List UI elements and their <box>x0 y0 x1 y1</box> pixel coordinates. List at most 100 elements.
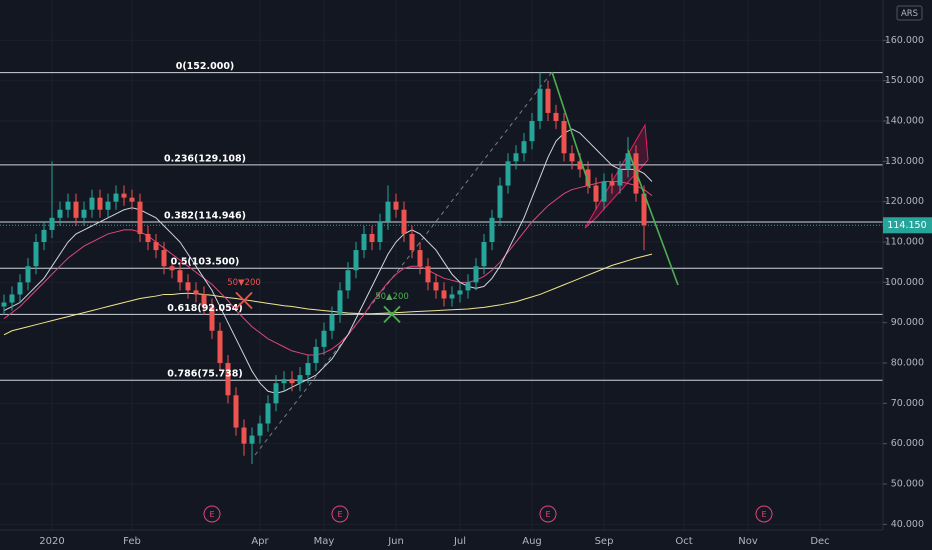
candle-body <box>561 121 567 154</box>
y-tick-label: 70.000 <box>891 398 924 409</box>
earnings-label: E <box>209 510 214 519</box>
earnings-label: E <box>337 510 342 519</box>
candle-body <box>241 427 247 444</box>
earnings-icon <box>755 505 773 523</box>
x-tick-label: Feb <box>123 536 141 547</box>
candle-body <box>577 161 583 170</box>
candle-body <box>553 112 559 122</box>
candle-body <box>473 266 479 283</box>
candle-body <box>305 363 311 376</box>
trend-line <box>627 149 679 286</box>
fib-label: 0(152.000) <box>176 61 235 72</box>
candle-body <box>593 185 599 202</box>
candle-body <box>129 197 135 202</box>
x-tick-label: Jul <box>453 536 466 547</box>
candle-body <box>89 197 95 210</box>
candle-body <box>169 266 175 271</box>
candle-body <box>537 88 543 122</box>
candle-body <box>25 266 31 283</box>
y-tick-label: 40.000 <box>891 519 924 530</box>
fib-trend-line <box>254 71 553 456</box>
cross-marker <box>383 305 401 324</box>
candle-body <box>249 435 255 444</box>
x-tick-label: Aug <box>522 536 542 547</box>
candle-body <box>369 233 375 243</box>
candle-body <box>345 270 351 291</box>
candle-body <box>377 221 383 243</box>
axis-labels: 40.000 50.000 60.000 70.000 80.000 90.000 100.… <box>39 35 932 547</box>
candle-body <box>177 270 183 283</box>
fib-label: 0.786(75.738) <box>167 369 242 380</box>
candle-body <box>257 423 263 436</box>
fib-label: 0.5(103.500) <box>171 257 240 268</box>
candle-body <box>65 201 71 210</box>
candle-body <box>489 217 495 243</box>
candle-body <box>17 282 23 295</box>
candle-body <box>265 403 271 424</box>
candle-body <box>97 197 103 210</box>
candle-body <box>545 88 551 113</box>
candle-body <box>145 233 151 243</box>
candle-body <box>641 193 647 226</box>
cross-label: 50▲200 <box>375 292 409 302</box>
candle-body <box>353 250 359 271</box>
candle-body <box>105 201 111 210</box>
candle-body <box>465 282 471 291</box>
candle-body <box>113 193 119 202</box>
x-tick-label: Jun <box>387 536 404 547</box>
candle-body <box>289 379 295 384</box>
cross-marker <box>235 291 253 310</box>
candle-body <box>201 294 207 307</box>
earnings-icon <box>203 505 221 523</box>
cross-label: 50▼200 <box>227 278 261 288</box>
x-tick-label: Apr <box>251 536 269 547</box>
currency: ARS <box>901 9 918 19</box>
candle-body <box>153 242 159 251</box>
candle-body <box>417 250 423 267</box>
last-price-box <box>883 217 932 234</box>
candle-body <box>297 375 303 384</box>
earnings-label: E <box>761 510 766 519</box>
candle-body <box>49 217 55 230</box>
candle-body <box>185 282 191 291</box>
candle-body <box>321 330 327 347</box>
y-tick-label: 140.000 <box>885 116 924 127</box>
fib-label: 0.618(92.054) <box>167 303 242 314</box>
candle-body <box>217 330 223 364</box>
last-price-label: 114.150 <box>887 220 926 231</box>
candle-body <box>457 290 463 295</box>
candle-body <box>361 233 367 251</box>
y-tick-label: 120.000 <box>885 196 924 207</box>
candle-body <box>41 229 47 243</box>
y-tick-label: 110.000 <box>885 237 924 248</box>
candle-body <box>401 209 407 234</box>
candle-body <box>73 201 79 218</box>
y-tick-label: 80.000 <box>891 358 924 369</box>
y-tick-label: 160.000 <box>885 35 924 46</box>
moving-average <box>3 128 653 394</box>
candle-body <box>569 153 575 162</box>
candle-body <box>329 314 335 331</box>
candle-body <box>137 201 143 234</box>
candle-body <box>529 121 535 142</box>
candle-body <box>601 181 607 202</box>
candle-body <box>337 290 343 315</box>
candle-body <box>81 209 87 218</box>
moving-average <box>3 181 653 356</box>
overlay: 0(152.000) 0.236(129.108) 0.382(114.946) 0.… <box>0 61 883 523</box>
x-tick-label: May <box>314 536 335 547</box>
candle-body <box>281 379 287 384</box>
candle-body <box>521 141 527 154</box>
trend-line <box>551 71 591 189</box>
candle-body <box>9 294 15 303</box>
candle-body <box>161 250 167 267</box>
candle-body <box>273 383 279 404</box>
candle-body <box>57 209 63 218</box>
candle-body <box>513 153 519 162</box>
price-axis <box>883 0 932 550</box>
fib-label: 0.382(114.946) <box>164 211 246 222</box>
currency-box[interactable] <box>896 5 923 21</box>
grid <box>0 0 883 530</box>
